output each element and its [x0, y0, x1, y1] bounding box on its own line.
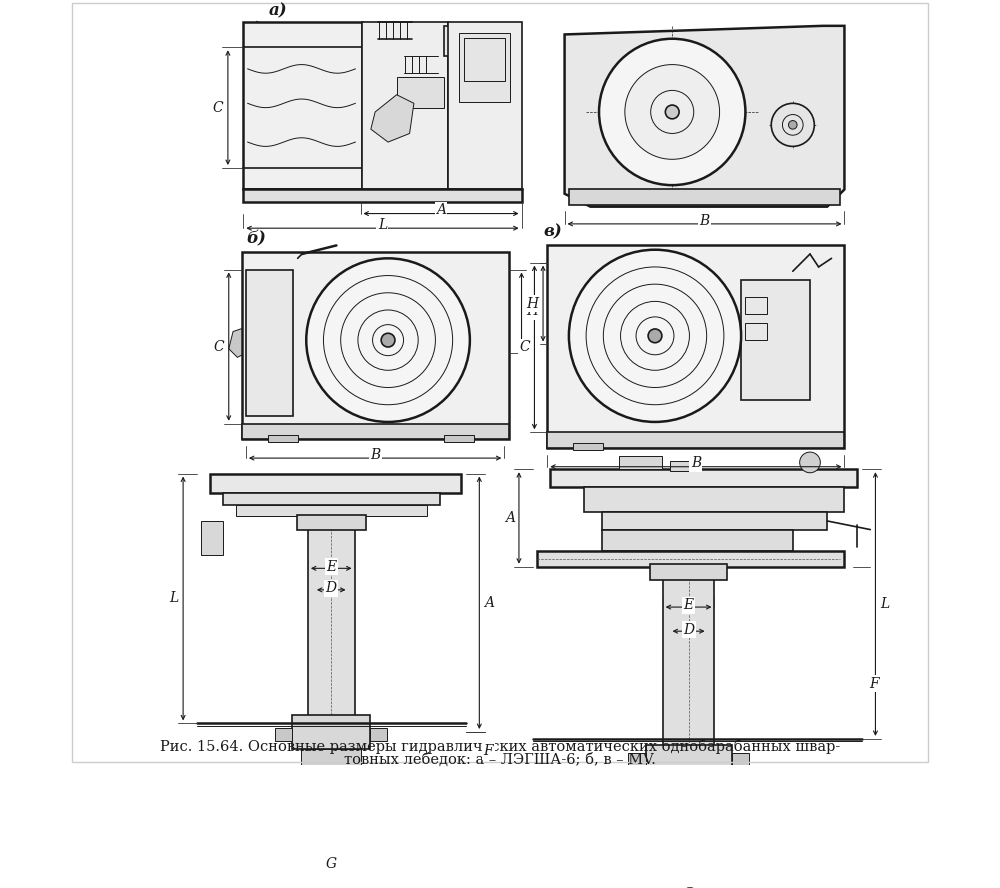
- Bar: [646, 745, 732, 780]
- Text: C: C: [212, 100, 223, 115]
- Text: B: B: [370, 448, 380, 462]
- Bar: [246, 270, 293, 416]
- Bar: [602, 529, 793, 551]
- Text: A: A: [484, 596, 494, 610]
- Bar: [223, 493, 440, 505]
- Bar: [288, 788, 374, 813]
- Text: H: H: [527, 297, 539, 311]
- Bar: [292, 715, 370, 749]
- Text: L: L: [170, 591, 179, 606]
- Bar: [280, 771, 383, 788]
- Bar: [569, 189, 840, 205]
- Text: L: L: [880, 597, 889, 611]
- Bar: [236, 505, 427, 516]
- Circle shape: [569, 250, 741, 422]
- Circle shape: [648, 329, 662, 343]
- Bar: [547, 245, 844, 448]
- Text: B: B: [699, 213, 710, 227]
- Circle shape: [788, 121, 797, 129]
- Bar: [307, 813, 355, 852]
- Text: Рис. 15.64. Основные размеры гидравлических автоматических однобарабанных швар-: Рис. 15.64. Основные размеры гидравличес…: [160, 739, 840, 754]
- Bar: [619, 456, 662, 469]
- Bar: [448, 21, 522, 189]
- Bar: [268, 435, 298, 441]
- Bar: [628, 753, 646, 766]
- Bar: [537, 551, 844, 567]
- Text: A: A: [436, 203, 446, 218]
- Bar: [362, 21, 448, 189]
- Bar: [275, 727, 292, 741]
- Text: б): б): [246, 231, 266, 248]
- Circle shape: [599, 39, 745, 185]
- Text: в): в): [543, 224, 562, 241]
- Bar: [243, 21, 362, 189]
- Bar: [444, 435, 474, 441]
- Bar: [547, 432, 844, 448]
- Bar: [745, 297, 767, 314]
- Text: F: F: [484, 744, 493, 758]
- Text: F: F: [869, 677, 879, 691]
- Bar: [732, 753, 749, 766]
- Text: товных лебедок: а – ЛЭГША-6; б, в – MV.: товных лебедок: а – ЛЭГША-6; б, в – MV.: [344, 753, 656, 767]
- Circle shape: [306, 258, 470, 422]
- Bar: [641, 818, 736, 842]
- Bar: [242, 252, 509, 440]
- Text: а): а): [269, 3, 288, 20]
- Text: L: L: [378, 218, 387, 232]
- Polygon shape: [246, 310, 266, 353]
- Bar: [459, 33, 510, 101]
- Bar: [602, 512, 827, 529]
- Circle shape: [800, 452, 820, 472]
- Text: A: A: [505, 511, 515, 525]
- Text: H: H: [526, 305, 538, 318]
- Bar: [242, 424, 509, 440]
- Text: B: B: [691, 456, 701, 471]
- Text: D: D: [326, 582, 337, 595]
- Text: C: C: [214, 339, 224, 353]
- Bar: [573, 443, 603, 450]
- Polygon shape: [565, 26, 844, 207]
- Bar: [663, 567, 714, 765]
- Polygon shape: [229, 327, 252, 357]
- Bar: [301, 749, 361, 771]
- Bar: [584, 487, 844, 512]
- Text: C: C: [520, 340, 530, 354]
- Bar: [201, 521, 223, 555]
- Bar: [637, 884, 740, 888]
- Bar: [745, 323, 767, 340]
- Bar: [670, 461, 701, 471]
- FancyArrow shape: [181, 768, 201, 779]
- Text: E: E: [684, 599, 694, 613]
- Bar: [370, 727, 387, 741]
- Polygon shape: [371, 95, 414, 142]
- Bar: [243, 189, 522, 202]
- Bar: [397, 77, 444, 107]
- Bar: [650, 564, 727, 580]
- Text: G: G: [326, 857, 337, 871]
- Bar: [741, 280, 810, 400]
- Circle shape: [771, 103, 814, 147]
- Circle shape: [381, 333, 395, 347]
- Bar: [663, 842, 714, 884]
- Bar: [297, 515, 366, 530]
- Text: G: G: [683, 887, 694, 888]
- Circle shape: [665, 105, 679, 119]
- Bar: [201, 768, 308, 779]
- Circle shape: [625, 65, 720, 159]
- Text: D: D: [683, 622, 694, 637]
- Bar: [284, 852, 379, 871]
- Bar: [444, 26, 478, 56]
- Bar: [210, 473, 461, 493]
- Bar: [308, 517, 355, 732]
- Text: E: E: [326, 559, 336, 574]
- Bar: [635, 801, 742, 818]
- Bar: [654, 780, 723, 801]
- Bar: [550, 469, 857, 487]
- Bar: [464, 38, 505, 81]
